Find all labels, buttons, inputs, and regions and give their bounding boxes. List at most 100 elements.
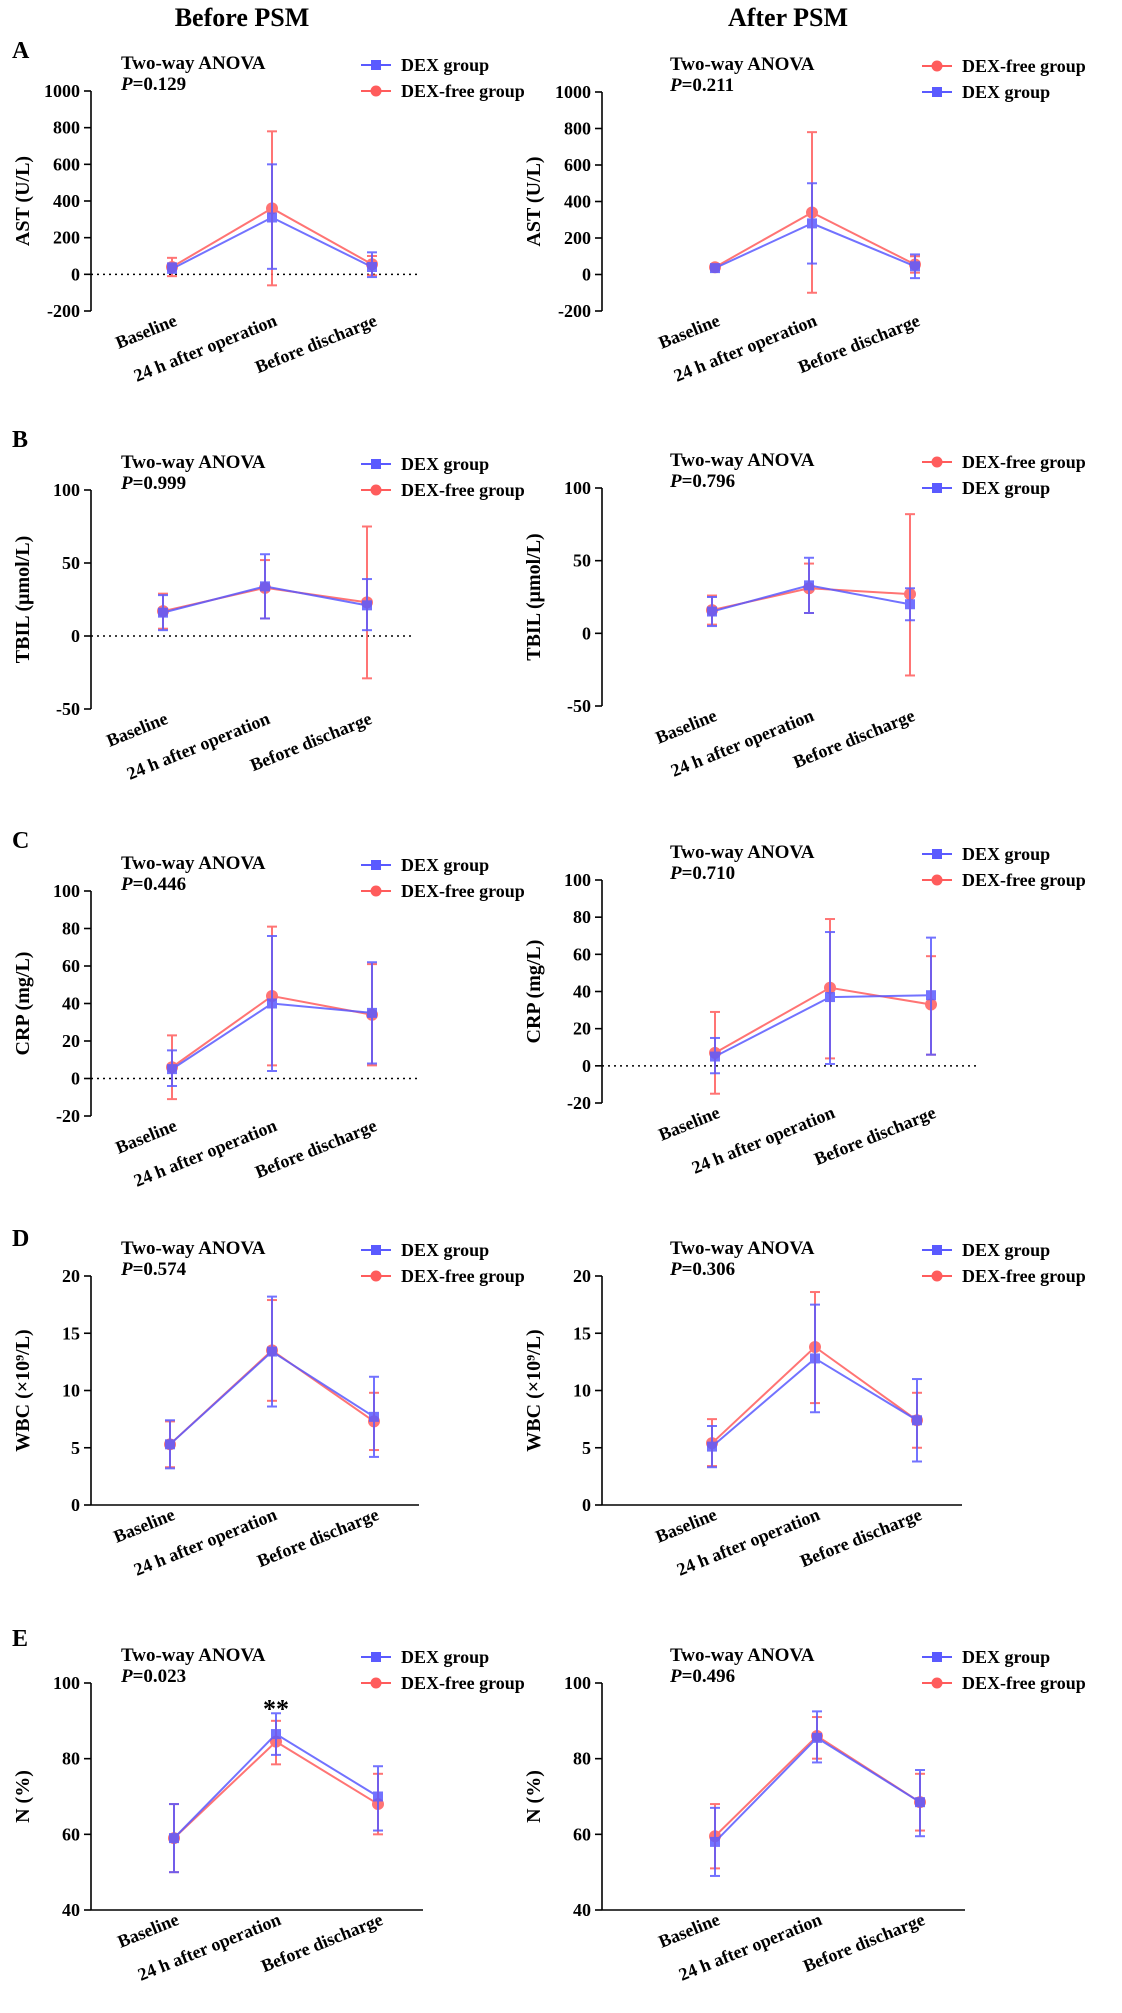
x-tick-label: Baseline: [653, 705, 720, 748]
y-tick-label: 80: [62, 919, 80, 939]
legend-item-dex-group: DEX group: [922, 1647, 1050, 1667]
y-tick-label: 5: [71, 1438, 80, 1458]
y-tick-label: 400: [53, 191, 80, 211]
y-tick-label: 600: [53, 154, 80, 174]
data-point: [710, 263, 720, 274]
p-value: =0.796: [682, 471, 736, 492]
y-axis-label: AST (U/L): [12, 156, 34, 246]
y-axis-label: TBIL (μmol/L): [12, 536, 34, 663]
series-dex-group: [169, 1712, 383, 1874]
y-tick-label: 15: [573, 1323, 591, 1343]
legend-item-dex-free-group: DEX-free group: [922, 1266, 1086, 1286]
legend-marker: [932, 1245, 942, 1255]
legend-marker: [370, 885, 382, 897]
legend-marker: [370, 1677, 382, 1689]
y-tick-label: 80: [573, 907, 591, 927]
y-tick-label: 100: [564, 870, 591, 890]
p-value: =0.023: [133, 1666, 187, 1687]
p-value-label: P=0.796: [669, 471, 735, 492]
series-dex-group: [165, 1295, 379, 1470]
p-value-label: P=0.129: [120, 74, 186, 95]
y-tick-label: 80: [62, 1749, 80, 1769]
y-tick-label: 800: [53, 118, 80, 138]
panel-letter-a: A: [12, 38, 30, 64]
p-value-label: P=0.496: [669, 1666, 735, 1687]
data-point: [167, 263, 177, 274]
y-tick-label: 0: [582, 1495, 591, 1515]
significance-annotation: **: [263, 1694, 289, 1723]
y-tick-label: 60: [62, 956, 80, 976]
legend-item-dex-group: DEX group: [922, 82, 1050, 102]
data-point: [710, 1836, 720, 1847]
stats-test-label: Two-way ANOVA: [670, 842, 815, 863]
y-axis-label: CRP (mg/L): [12, 952, 34, 1056]
p-value: =0.306: [682, 1259, 736, 1280]
legend-item-dex-free-group: DEX-free group: [361, 1266, 525, 1286]
series-dex-group: [707, 556, 915, 628]
y-tick-label: 50: [62, 553, 80, 573]
legend-label: DEX-free group: [962, 1266, 1086, 1286]
stats-test-label: Two-way ANOVA: [670, 1645, 815, 1666]
legend-label: DEX-free group: [962, 1673, 1086, 1693]
series-line: [714, 994, 932, 1058]
legend-marker: [370, 85, 382, 97]
series-dex-free-group: [706, 513, 916, 677]
legend-marker: [931, 1677, 943, 1689]
series-dex-group: [167, 935, 377, 1087]
y-tick-label: 0: [71, 1069, 80, 1089]
data-point: [926, 990, 936, 1001]
series-dex-group: [167, 163, 377, 279]
p-value-label: P=0.710: [669, 863, 735, 884]
x-tick-label: Baseline: [111, 1504, 178, 1547]
stats-test-label: Two-way ANOVA: [121, 1645, 266, 1666]
legend-item-dex-group: DEX group: [361, 1647, 489, 1667]
data-point: [915, 1797, 925, 1808]
legend-label: DEX-free group: [401, 480, 525, 500]
data-point: [912, 1415, 922, 1426]
legend-label: DEX-free group: [962, 870, 1086, 890]
y-tick-label: 10: [573, 1381, 591, 1401]
series-dex-group: [710, 931, 936, 1075]
data-point: [367, 262, 377, 272]
p-symbol: P: [120, 874, 133, 895]
y-tick-label: 40: [62, 994, 80, 1014]
data-point: [267, 1346, 277, 1357]
data-point: [362, 600, 372, 611]
y-tick-label: 50: [573, 551, 591, 571]
p-symbol: P: [669, 863, 682, 884]
x-tick-label: Baseline: [104, 708, 171, 751]
series-dex-free-group: [709, 918, 937, 1095]
legend-label: DEX group: [962, 82, 1050, 102]
y-tick-label: 100: [53, 1673, 80, 1693]
x-tick-label: Baseline: [656, 1909, 723, 1952]
legend-item-dex-group: DEX group: [361, 855, 489, 875]
legend-item-dex-free-group: DEX-free group: [922, 452, 1086, 472]
legend-item-dex-free-group: DEX-free group: [361, 81, 525, 101]
legend-marker: [932, 483, 942, 493]
y-tick-label: 0: [71, 626, 80, 646]
y-tick-label: -20: [567, 1093, 591, 1113]
data-point: [165, 1439, 175, 1450]
y-tick-label: 100: [53, 881, 80, 901]
legend-item-dex-free-group: DEX-free group: [922, 56, 1086, 76]
p-symbol: P: [669, 75, 682, 96]
y-tick-label: 15: [62, 1323, 80, 1343]
x-tick-label: Baseline: [113, 1115, 180, 1158]
y-tick-label: -50: [567, 696, 591, 716]
legend-label: DEX-free group: [962, 452, 1086, 472]
stats-test-label: Two-way ANOVA: [670, 54, 815, 75]
y-tick-label: 600: [564, 155, 591, 175]
legend-item-dex-free-group: DEX-free group: [922, 1673, 1086, 1693]
series-dex-free-group: [709, 131, 921, 294]
p-symbol: P: [669, 1259, 682, 1280]
y-tick-label: 400: [564, 192, 591, 212]
y-tick-label: 800: [564, 119, 591, 139]
y-tick-label: 20: [62, 1266, 80, 1286]
data-point: [804, 580, 814, 591]
legend-label: DEX-free group: [962, 56, 1086, 76]
series-dex-group: [707, 1303, 922, 1469]
p-value-label: P=0.023: [120, 1666, 186, 1687]
